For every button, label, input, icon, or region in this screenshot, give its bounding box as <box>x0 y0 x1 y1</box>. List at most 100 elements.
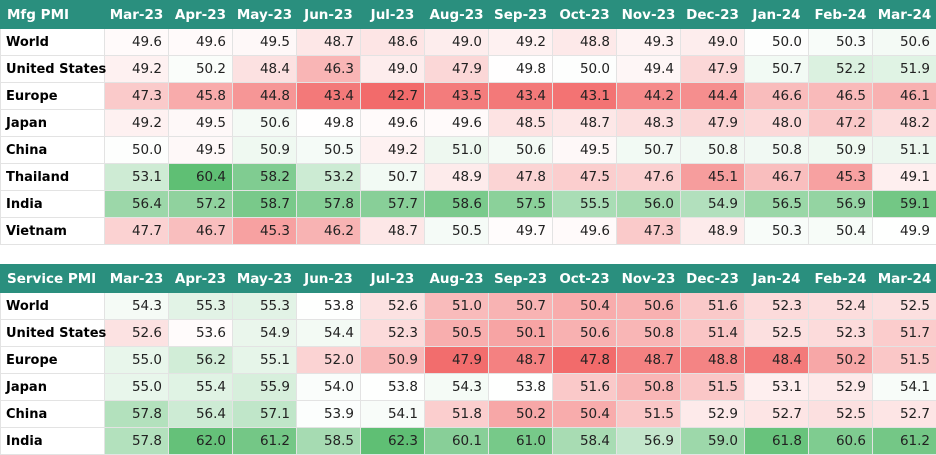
mfg-value-cell: 47.2 <box>808 109 873 137</box>
mfg-value-cell: 47.9 <box>680 55 745 83</box>
mfg-value-cell: 48.4 <box>232 55 297 83</box>
service-value-cell: 52.0 <box>296 346 361 374</box>
mfg-value-cell: 48.8 <box>552 28 617 56</box>
mfg-value-cell: 43.1 <box>552 82 617 110</box>
service-month-header: Jul-23 <box>360 264 425 293</box>
mfg-value-cell: 49.6 <box>104 28 169 56</box>
mfg-value-cell: 49.9 <box>872 217 936 245</box>
mfg-value-cell: 48.6 <box>360 28 425 56</box>
mfg-month-header: Jan-24 <box>744 0 809 29</box>
service-value-cell: 54.4 <box>296 319 361 347</box>
service-value-cell: 57.8 <box>104 400 169 428</box>
service-value-cell: 48.4 <box>744 346 809 374</box>
mfg-value-cell: 50.2 <box>168 55 233 83</box>
service-value-cell: 55.1 <box>232 346 297 374</box>
mfg-value-cell: 51.9 <box>872 55 936 83</box>
mfg-value-cell: 46.6 <box>744 82 809 110</box>
service-value-cell: 55.0 <box>104 373 169 401</box>
mfg-value-cell: 57.7 <box>360 190 425 218</box>
service-month-header: May-23 <box>232 264 297 293</box>
mfg-value-cell: 59.1 <box>872 190 936 218</box>
service-value-cell: 50.8 <box>616 319 681 347</box>
mfg-value-cell: 54.9 <box>680 190 745 218</box>
mfg-value-cell: 57.2 <box>168 190 233 218</box>
mfg-value-cell: 58.7 <box>232 190 297 218</box>
mfg-region-label: India <box>0 190 105 218</box>
service-value-cell: 60.6 <box>808 427 873 455</box>
mfg-value-cell: 50.5 <box>296 136 361 164</box>
mfg-value-cell: 50.8 <box>744 136 809 164</box>
mfg-value-cell: 50.6 <box>872 28 936 56</box>
mfg-region-label: United States <box>0 55 106 83</box>
mfg-region-label: Japan <box>0 109 105 137</box>
mfg-month-header: Mar-23 <box>104 0 169 29</box>
service-value-cell: 51.5 <box>872 346 936 374</box>
mfg-value-cell: 50.5 <box>424 217 489 245</box>
service-value-cell: 47.9 <box>424 346 489 374</box>
service-value-cell: 51.0 <box>424 292 489 320</box>
mfg-month-header: Sep-23 <box>488 0 553 29</box>
service-value-cell: 52.5 <box>808 400 873 428</box>
mfg-value-cell: 50.7 <box>744 55 809 83</box>
mfg-value-cell: 42.7 <box>360 82 425 110</box>
service-value-cell: 51.6 <box>680 292 745 320</box>
mfg-value-cell: 47.8 <box>488 163 553 191</box>
mfg-value-cell: 49.0 <box>424 28 489 56</box>
service-value-cell: 56.9 <box>616 427 681 455</box>
service-value-cell: 50.2 <box>488 400 553 428</box>
service-value-cell: 52.3 <box>808 319 873 347</box>
service-value-cell: 55.4 <box>168 373 233 401</box>
service-value-cell: 50.4 <box>552 292 617 320</box>
service-value-cell: 48.7 <box>616 346 681 374</box>
mfg-value-cell: 49.5 <box>552 136 617 164</box>
service-region-label: United States <box>0 319 106 347</box>
mfg-value-cell: 50.6 <box>488 136 553 164</box>
service-value-cell: 55.0 <box>104 346 169 374</box>
mfg-value-cell: 49.3 <box>616 28 681 56</box>
table-row: Vietnam 47.7 46.7 45.3 46.2 48.7 50.5 49.7 49.6 4… <box>0 217 936 245</box>
mfg-value-cell: 46.3 <box>296 55 361 83</box>
mfg-value-cell: 50.7 <box>616 136 681 164</box>
service-value-cell: 50.9 <box>360 346 425 374</box>
table-row: Europe 47.3 45.8 44.8 43.4 42.7 43.5 43.4 43.1 44… <box>0 82 936 110</box>
service-value-cell: 52.7 <box>744 400 809 428</box>
mfg-value-cell: 50.6 <box>232 109 297 137</box>
service-month-header: Apr-23 <box>168 264 233 293</box>
mfg-value-cell: 56.5 <box>744 190 809 218</box>
mfg-value-cell: 46.5 <box>808 82 873 110</box>
service-value-cell: 51.5 <box>616 400 681 428</box>
service-value-cell: 52.9 <box>680 400 745 428</box>
mfg-value-cell: 50.0 <box>744 28 809 56</box>
mfg-month-header: Apr-23 <box>168 0 233 29</box>
mfg-value-cell: 48.2 <box>872 109 936 137</box>
mfg-title: Mfg PMI <box>0 0 105 29</box>
mfg-value-cell: 48.5 <box>488 109 553 137</box>
mfg-value-cell: 45.1 <box>680 163 745 191</box>
mfg-value-cell: 47.5 <box>552 163 617 191</box>
service-value-cell: 52.4 <box>808 292 873 320</box>
mfg-value-cell: 57.8 <box>296 190 361 218</box>
mfg-value-cell: 48.9 <box>424 163 489 191</box>
mfg-value-cell: 49.1 <box>872 163 936 191</box>
mfg-value-cell: 53.2 <box>296 163 361 191</box>
mfg-value-cell: 56.9 <box>808 190 873 218</box>
service-value-cell: 51.8 <box>424 400 489 428</box>
service-month-header: Feb-24 <box>808 264 873 293</box>
service-value-cell: 57.8 <box>104 427 169 455</box>
mfg-month-header: Oct-23 <box>552 0 617 29</box>
mfg-value-cell: 55.5 <box>552 190 617 218</box>
service-month-header: Mar-24 <box>872 264 936 293</box>
service-value-cell: 50.1 <box>488 319 553 347</box>
table-row: Europe 55.0 56.2 55.1 52.0 50.9 47.9 48.7 47.8 48… <box>0 346 936 374</box>
service-value-cell: 61.2 <box>232 427 297 455</box>
service-month-header: Aug-23 <box>424 264 489 293</box>
mfg-value-cell: 49.6 <box>168 28 233 56</box>
mfg-value-cell: 45.8 <box>168 82 233 110</box>
service-value-cell: 61.0 <box>488 427 553 455</box>
service-value-cell: 54.9 <box>232 319 297 347</box>
mfg-month-header: Jul-23 <box>360 0 425 29</box>
mfg-value-cell: 50.0 <box>104 136 169 164</box>
service-region-label: China <box>0 400 105 428</box>
service-value-cell: 57.1 <box>232 400 297 428</box>
service-month-header: Mar-23 <box>104 264 169 293</box>
